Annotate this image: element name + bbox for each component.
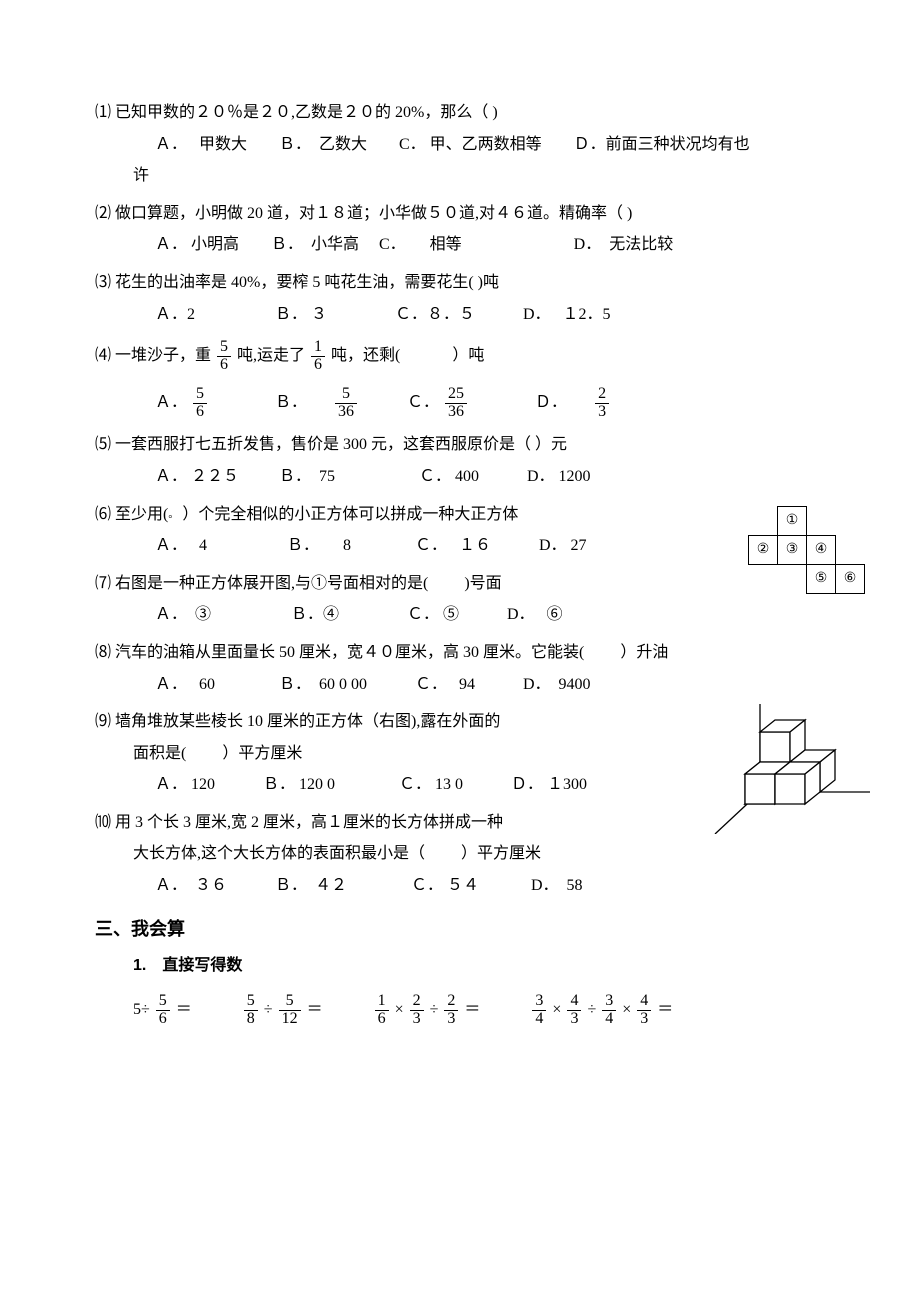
eq4-m3: × bbox=[622, 1001, 631, 1018]
eq3-m2: ÷ bbox=[430, 1001, 439, 1018]
eq4-f3: 34 bbox=[602, 993, 616, 1028]
question-2: ⑵ 做口算题，小明做 20 道，对１８道；小华做５０道,对４６道。精确率（ ) … bbox=[95, 201, 825, 258]
q1-cont: 许 bbox=[133, 163, 825, 189]
question-8: ⑻ 汽车的油箱从里面量长 50 厘米，宽４０厘米，高 30 厘米。它能装( ）升… bbox=[95, 640, 825, 697]
eq2-f2: 512 bbox=[279, 993, 301, 1028]
net-cell-6: ⑥ bbox=[835, 564, 865, 594]
eq4-post: ＝ bbox=[657, 1001, 673, 1018]
q10-cont: 大长方体,这个大长方体的表面积最小是（ ）平方厘米 bbox=[133, 841, 825, 867]
question-3: ⑶ 花生的出油率是 40%，要榨 5 吨花生油，需要花生( )吨 Ａ．2 Ｂ． … bbox=[95, 270, 825, 327]
q8-options: Ａ． 60 Ｂ． 60 0 00 Ｃ． 94 D． 9400 bbox=[155, 672, 825, 698]
question-1: ⑴ 已知甲数的２０％是２０,乙数是２０的 20%，那么（ ) Ａ． 甲数大 Ｂ．… bbox=[95, 100, 825, 189]
q4-od: Ｄ． bbox=[535, 394, 567, 411]
q1-stem: ⑴ 已知甲数的２０％是２０,乙数是２０的 20%，那么（ ) bbox=[95, 100, 825, 126]
eq1-pre: 5÷ bbox=[133, 1001, 150, 1018]
q6-pre: ⑹ 至少用( bbox=[95, 506, 168, 523]
q5-options: Ａ． ２２５ Ｂ． 75 Ｃ． 400 D． 1200 bbox=[155, 464, 825, 490]
net-cell-4: ④ bbox=[806, 535, 836, 565]
net-cell-3: ③ bbox=[777, 535, 807, 565]
q10-options: Ａ． ３６ Ｂ． ４２ Ｃ． ５４ D． 58 bbox=[155, 873, 825, 899]
question-5: ⑸ 一套西服打七五折发售，售价是 300 元，这套西服原价是（ ）元 Ａ． ２２… bbox=[95, 432, 825, 489]
q4-pre: ⑷ 一堆沙子，重 bbox=[95, 347, 211, 364]
eq3-f1: 16 bbox=[375, 993, 389, 1028]
equation-row: 5÷ 56 ＝ 58 ÷ 512 ＝ 16 × 23 ÷ 23 ＝ 34 × 4… bbox=[133, 993, 825, 1028]
q6-small: 。 bbox=[168, 509, 178, 520]
eq1-post: ＝ bbox=[176, 1001, 192, 1018]
q4-ob: Ｂ． bbox=[275, 394, 307, 411]
q10-stem: ⑽ 用 3 个长 3 厘米,宽 2 厘米，高１厘米的长方体拼成一种 bbox=[95, 810, 825, 836]
eq4-f1: 34 bbox=[532, 993, 546, 1028]
q4-fb: 536 bbox=[335, 386, 357, 421]
q6-post: ）个完全相似的小正方体可以拼成一种大正方体 bbox=[178, 506, 518, 523]
eq2-post: ＝ bbox=[307, 1001, 323, 1018]
eq-1: 5÷ 56 ＝ bbox=[133, 993, 192, 1028]
q4-oc: Ｃ． bbox=[407, 394, 439, 411]
eq2-mid: ÷ bbox=[264, 1001, 273, 1018]
eq3-post: ＝ bbox=[464, 1001, 480, 1018]
eq2-f1: 58 bbox=[244, 993, 258, 1028]
q4-fc: 2536 bbox=[445, 386, 467, 421]
q3-stem: ⑶ 花生的出油率是 40%，要榨 5 吨花生油，需要花生( )吨 bbox=[95, 270, 825, 296]
eq3-f3: 23 bbox=[444, 993, 458, 1028]
eq4-f2: 43 bbox=[567, 993, 581, 1028]
q6-stem: ⑹ 至少用(。 ）个完全相似的小正方体可以拼成一种大正方体 bbox=[95, 502, 825, 528]
question-4: ⑷ 一堆沙子，重 56 吨,运走了 16 吨，还剩( ）吨 Ａ． 56 Ｂ． 5… bbox=[95, 339, 825, 420]
q2-stem: ⑵ 做口算题，小明做 20 道，对１８道；小华做５０道,对４６道。精确率（ ) bbox=[95, 201, 825, 227]
q4-stem: ⑷ 一堆沙子，重 56 吨,运走了 16 吨，还剩( ）吨 bbox=[95, 339, 825, 374]
sub-1-title: 1. 直接写得数 bbox=[133, 953, 825, 979]
q1-options: Ａ． 甲数大 Ｂ． 乙数大 C． 甲、乙两数相等 Ｄ．前面三种状况均有也 bbox=[155, 132, 825, 158]
eq4-m2: ÷ bbox=[587, 1001, 596, 1018]
question-9: ⑼ 墙角堆放某些棱长 10 厘米的正方体（右图),露在外面的 面积是( ）平方厘… bbox=[95, 709, 825, 798]
q4-options: Ａ． 56 Ｂ． 536 Ｃ． 2536 Ｄ． 23 bbox=[155, 386, 825, 421]
q8-stem: ⑻ 汽车的油箱从里面量长 50 厘米，宽４０厘米，高 30 厘米。它能装( ）升… bbox=[95, 640, 825, 666]
q4-f1: 56 bbox=[217, 339, 231, 374]
q4-fd: 23 bbox=[595, 386, 609, 421]
net-cell-1: ① bbox=[777, 506, 807, 536]
q2-options: Ａ． 小明高 Ｂ． 小华高 C． 相等 D． 无法比较 bbox=[155, 232, 825, 258]
question-6: ⑹ 至少用(。 ）个完全相似的小正方体可以拼成一种大正方体 Ａ． 4 Ｂ． 8 … bbox=[95, 502, 825, 559]
eq4-f4: 43 bbox=[637, 993, 651, 1028]
net-cell-2: ② bbox=[748, 535, 778, 565]
eq-2: 58 ÷ 512 ＝ bbox=[242, 993, 323, 1028]
q4-post: 吨，还剩( ）吨 bbox=[331, 347, 484, 364]
q4-oa: Ａ． bbox=[155, 394, 187, 411]
eq4-m1: × bbox=[552, 1001, 561, 1018]
q3-options: Ａ．2 Ｂ． ３ Ｃ．８．５ D． １2．5 bbox=[155, 302, 825, 328]
section-3-title: 三、我会算 bbox=[95, 915, 825, 944]
q4-fa: 56 bbox=[193, 386, 207, 421]
eq1-f: 56 bbox=[156, 993, 170, 1028]
q7-options: Ａ． ③ Ｂ．④ Ｃ． ⑤ D． ⑥ bbox=[155, 602, 825, 628]
eq-4: 34 × 43 ÷ 34 × 43 ＝ bbox=[530, 993, 673, 1028]
q6-options: Ａ． 4 Ｂ． 8 Ｃ． １６ D． 27 bbox=[155, 533, 825, 559]
question-10: ⑽ 用 3 个长 3 厘米,宽 2 厘米，高１厘米的长方体拼成一种 大长方体,这… bbox=[95, 810, 825, 899]
question-7: ⑺ 右图是一种正方体展开图,与①号面相对的是( )号面 Ａ． ③ Ｂ．④ Ｃ． … bbox=[95, 571, 825, 628]
q5-stem: ⑸ 一套西服打七五折发售，售价是 300 元，这套西服原价是（ ）元 bbox=[95, 432, 825, 458]
eq3-f2: 23 bbox=[410, 993, 424, 1028]
q4-mid: 吨,运走了 bbox=[237, 347, 309, 364]
eq3-m1: × bbox=[395, 1001, 404, 1018]
q7-stem: ⑺ 右图是一种正方体展开图,与①号面相对的是( )号面 bbox=[95, 571, 825, 597]
eq-3: 16 × 23 ÷ 23 ＝ bbox=[373, 993, 481, 1028]
q4-f2: 16 bbox=[311, 339, 325, 374]
